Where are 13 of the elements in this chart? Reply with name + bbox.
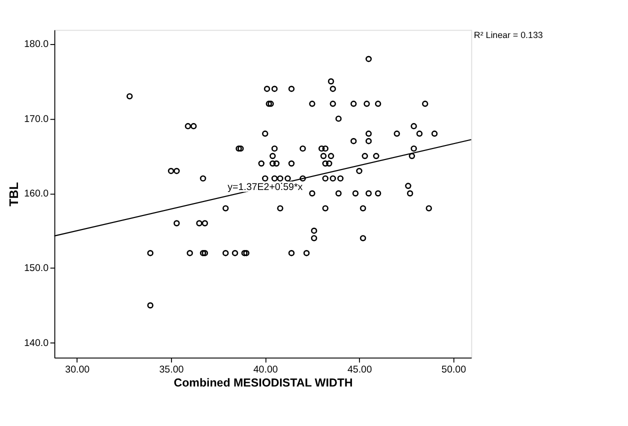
x-tick-label: 30.00 (65, 364, 90, 376)
y-tick-label: 140.0 (24, 338, 50, 349)
x-tick-label: 35.00 (159, 364, 184, 376)
y-tick-label: 180.0 (24, 39, 50, 50)
x-tick-label: 40.00 (253, 364, 278, 376)
x-axis-title: Combined MESIODISTAL WIDTH (174, 378, 353, 390)
text: R² Linear = 0.133 (474, 30, 543, 40)
x-tick-label: 45.00 (347, 364, 372, 376)
x-tick-label: 50.00 (442, 364, 467, 376)
y-axis-title: TBL (6, 182, 21, 206)
y-tick-label: 160.0 (24, 188, 50, 200)
y-tick-label: 170.0 (24, 114, 50, 125)
y-tick-label: 150.0 (24, 263, 50, 274)
